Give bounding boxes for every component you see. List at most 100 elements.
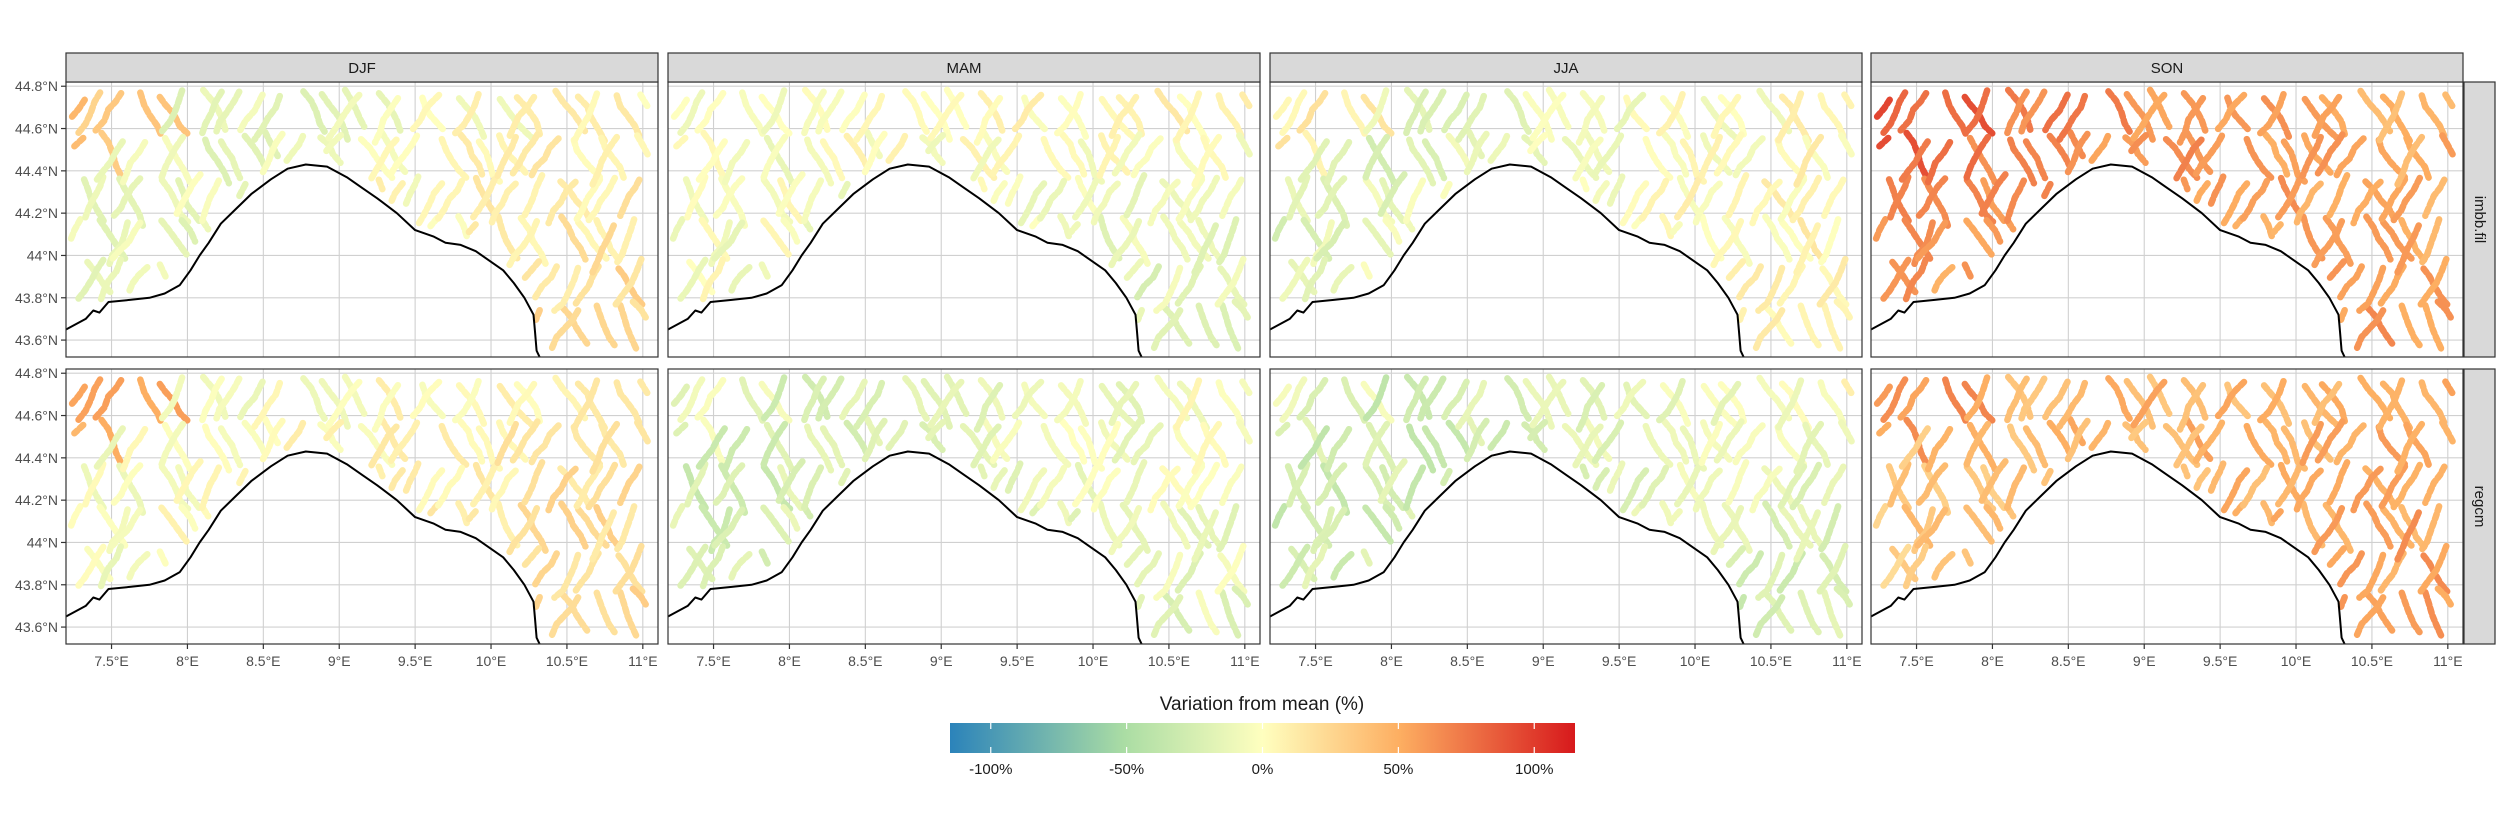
river-segment: [1021, 94, 1050, 134]
river-segment: [1191, 222, 1219, 276]
river-segment: [1147, 178, 1181, 227]
river-segment: [282, 419, 307, 453]
river-segment: [1123, 459, 1148, 506]
river-segment: [2130, 378, 2168, 429]
river-segment: [1674, 463, 1702, 508]
river-segment: [1445, 132, 1474, 173]
river-segment: [1504, 88, 1534, 138]
river-segment: [804, 423, 835, 474]
river-segment: [2146, 373, 2173, 417]
river-segment: [571, 90, 601, 144]
river-segment: [531, 550, 560, 589]
river-segment: [861, 130, 888, 176]
river-segment: [558, 500, 589, 550]
river-segment: [727, 550, 753, 584]
river-segment: [763, 421, 796, 473]
river-segment: [673, 134, 689, 150]
river-segment: [1440, 180, 1453, 200]
color-legend: Variation from mean (%) -100% -50% 0% 50% 10…: [950, 694, 1575, 778]
river-segment: [1465, 415, 1485, 447]
river-segment: [325, 378, 363, 429]
river-segment: [801, 88, 827, 137]
river-segment: [1833, 585, 1853, 608]
river-segment: [1545, 373, 1572, 417]
river-segment: [1150, 307, 1184, 353]
river-segment: [1613, 378, 1647, 420]
river-segment: [1575, 94, 1606, 146]
river-segment: [1655, 377, 1686, 424]
river-segment: [251, 379, 284, 430]
river-segment: [1878, 89, 1909, 139]
river-segment: [2172, 423, 2205, 470]
y-tick-label: 43.8°N: [15, 577, 58, 593]
river-segment: [775, 171, 806, 217]
river-segment: [843, 132, 872, 173]
river-segment: [1963, 420, 1992, 468]
legend-tick-label: -50%: [1109, 761, 1144, 778]
river-segment: [1793, 420, 1825, 475]
river-segment: [617, 301, 640, 353]
river-segment: [2066, 415, 2086, 447]
river-segment: [698, 503, 732, 551]
river-segment: [1821, 301, 1844, 353]
river-segment: [617, 463, 643, 507]
river-segment: [1455, 379, 1488, 430]
river-segment: [712, 462, 746, 506]
river-segment: [1582, 416, 1614, 464]
river-segment: [1838, 132, 1856, 158]
river-segment: [527, 422, 562, 467]
river-segment: [2353, 307, 2387, 353]
river-segment: [388, 467, 406, 491]
river-segment: [202, 423, 233, 474]
river-segment: [684, 173, 709, 221]
x-tick-label: 10.5°E: [546, 653, 588, 669]
river-segment: [1377, 458, 1408, 504]
river-segment: [2390, 174, 2424, 224]
river-segment: [488, 180, 519, 227]
river-segment: [1590, 132, 1625, 180]
river-segment: [1362, 463, 1396, 512]
river-segment: [2270, 221, 2284, 236]
river-segment: [613, 92, 643, 140]
river-segment: [1582, 129, 1614, 177]
river-segment: [669, 503, 686, 530]
river-segment: [2243, 422, 2276, 469]
river-segment: [861, 417, 888, 463]
river-segment: [2318, 381, 2348, 425]
river-segments: [669, 373, 1254, 640]
river-segment: [1710, 380, 1742, 427]
river-segment: [2224, 94, 2253, 134]
river-segment: [988, 419, 1023, 467]
river-segment: [451, 377, 482, 424]
river-segment: [1219, 463, 1245, 507]
river-segment: [2398, 302, 2423, 349]
river-segment: [612, 216, 638, 268]
facet-panel-regcm-MAM: [667, 368, 1261, 645]
river-segment: [2127, 418, 2150, 443]
river-segment: [780, 504, 801, 532]
river-segment: [1710, 93, 1742, 140]
river-segment: [1841, 378, 1855, 397]
x-tick-label: 11°E: [628, 653, 657, 669]
river-segment: [1219, 176, 1245, 220]
river-segment: [1421, 425, 1448, 469]
coastline: [668, 163, 1143, 357]
river-segment: [2277, 174, 2305, 220]
river-segment: [110, 462, 144, 506]
river-segment: [2326, 459, 2351, 506]
river-segment: [1887, 460, 1912, 508]
y-tick-label: 44.6°N: [15, 121, 58, 137]
river-segment: [2022, 138, 2049, 182]
river-segment: [758, 261, 771, 280]
river-segment: [161, 421, 194, 473]
river-segment: [1789, 461, 1823, 511]
river-segment: [2260, 382, 2293, 427]
river-segment: [777, 464, 806, 514]
river-segment: [1736, 306, 1747, 323]
river-segment: [1377, 171, 1408, 217]
river-segment: [82, 460, 107, 508]
river-segment: [1272, 96, 1292, 120]
river-segment: [2260, 500, 2276, 527]
river-segment: [1526, 418, 1549, 443]
river-segment: [711, 506, 746, 549]
